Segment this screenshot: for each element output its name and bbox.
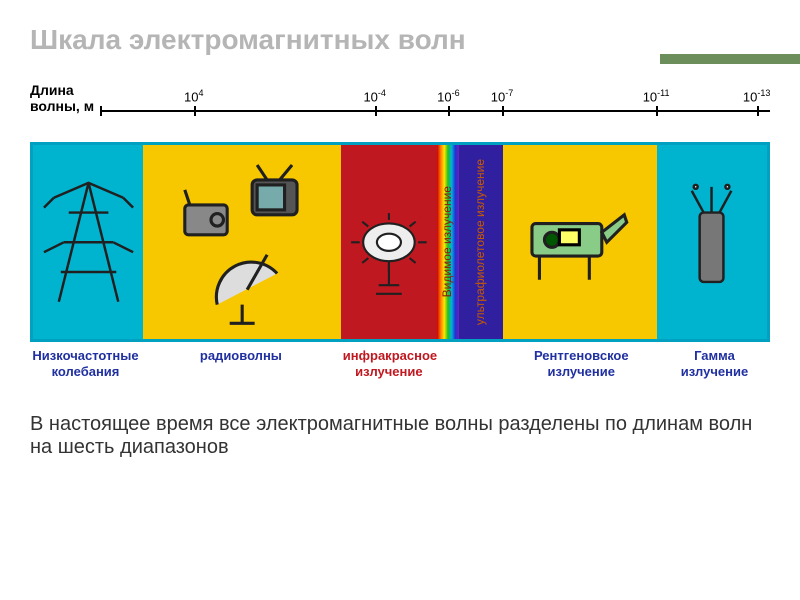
band-low_freq <box>33 145 143 339</box>
gamma-source-icon <box>662 155 761 330</box>
band-caption: Гамма излучение <box>659 348 770 379</box>
axis-tick-label: 10-6 <box>437 88 459 104</box>
band-caption: Рентгеновское излучение <box>504 348 659 379</box>
axis-tick <box>656 106 658 116</box>
band-caption: радиоволны <box>141 348 341 379</box>
axis-tick <box>448 106 450 116</box>
xray-machine-icon <box>510 155 649 330</box>
wavelength-axis: Длина волны, м 104 10-4 10-6 10-7 10-11 10-13 <box>30 82 770 138</box>
axis-tick-label: 10-4 <box>363 88 385 104</box>
axis-tick <box>375 106 377 116</box>
radio-tv-dish-icon <box>153 155 331 330</box>
axis-tick <box>502 106 504 116</box>
band-radio <box>143 145 341 339</box>
axis-tick-label: 10-7 <box>491 88 513 104</box>
band-vertical-label: Видимое излучение <box>441 184 454 299</box>
axis-tick-label: 104 <box>184 88 203 104</box>
axis-line <box>100 110 770 112</box>
band-captions: Низкочастотные колебаниярадиоволныинфрак… <box>30 348 770 379</box>
band-uv: ультрафиолетовое излучение <box>459 145 503 339</box>
axis-tick <box>100 106 102 116</box>
band-vertical-label: ультрафиолетовое излучение <box>474 157 487 327</box>
heat-lamp-icon <box>346 155 432 330</box>
axis-tick <box>194 106 196 116</box>
band-infrared <box>341 145 436 339</box>
band-gamma <box>657 145 767 339</box>
band-xray <box>503 145 657 339</box>
power-lines-icon <box>39 155 138 330</box>
axis-label: Длина волны, м <box>30 82 100 114</box>
band-caption <box>459 348 503 379</box>
band-caption: Низкочастотные колебания <box>30 348 141 379</box>
spectrum-container: Видимое излучение ультрафиолетовое излуче… <box>30 142 770 379</box>
axis-tick <box>757 106 759 116</box>
band-caption <box>437 348 459 379</box>
axis-tick-label: 10-11 <box>643 88 670 104</box>
band-caption: инфракрасное излучение <box>341 348 437 379</box>
footer-text: В настоящее время все электромагнитные в… <box>30 413 770 459</box>
spectrum-bands: Видимое излучение ультрафиолетовое излуче… <box>30 142 770 342</box>
axis-tick-label: 10-13 <box>743 88 770 104</box>
band-visible: Видимое излучение <box>437 145 459 339</box>
accent-bar <box>660 54 800 64</box>
